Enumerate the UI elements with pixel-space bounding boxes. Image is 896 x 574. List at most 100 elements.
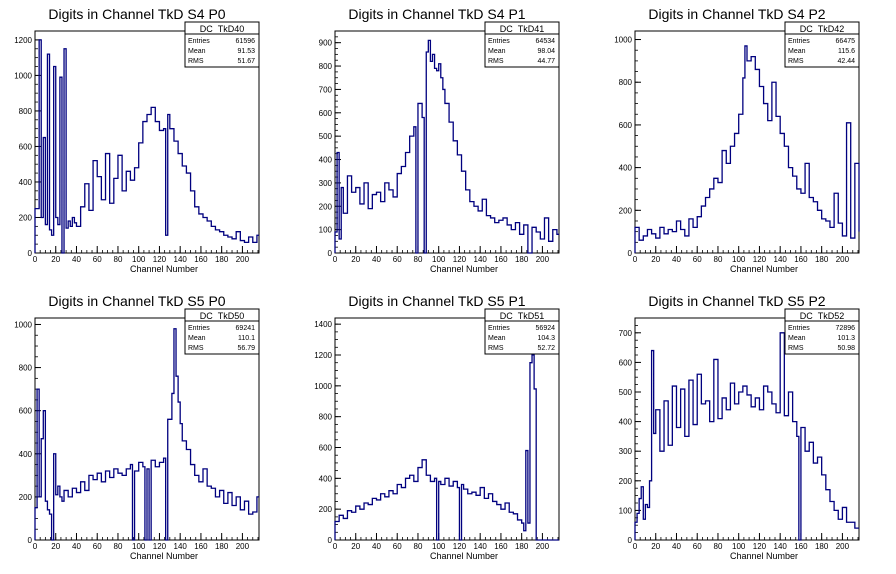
stats-key-mean: Mean [188,335,206,342]
y-tick-label: 200 [319,202,333,211]
x-tick-label: 140 [474,255,488,264]
x-tick-label: 160 [494,542,508,551]
x-tick-label: 140 [474,542,488,551]
y-tick-label: 800 [319,413,333,422]
panel-title: Digits in Channel TkD S5 P1 [348,293,525,309]
x-tick-label: 160 [494,255,508,264]
stats-box-frame [484,308,560,355]
stats-value-rms: 44.77 [537,58,555,65]
histogram-series [34,39,259,254]
stats-value-mean: 104.3 [537,335,555,342]
x-tick-label: 200 [836,255,850,264]
histogram-series [634,45,860,253]
panel-title: Digits in Channel TkD S4 P2 [648,6,825,22]
x-tick-label: 160 [194,542,208,551]
x-tick-label: 100 [432,542,446,551]
stats-value-entries: 61596 [236,38,256,45]
stats-name: DC_TkD41 [500,24,545,34]
x-tick-label: 100 [732,255,746,264]
x-tick-label: 120 [153,542,167,551]
stats-key-rms: RMS [788,58,804,65]
stats-key-rms: RMS [488,345,504,352]
y-tick-label: 1000 [314,382,332,391]
plot-frame [634,30,860,254]
y-tick-label: 100 [619,506,633,515]
x-tick-label: 20 [351,542,360,551]
x-tick-label: 20 [351,255,360,264]
x-tick-label: 40 [672,255,681,264]
y-tick-label: 600 [19,142,33,151]
stats-value-rms: 42.44 [837,58,855,65]
histogram-panel-5: Digits in Channel TkD S5 P10200400600800… [314,293,560,561]
x-tick-label: 180 [515,255,529,264]
y-tick-label: 600 [319,444,333,453]
stats-key-mean: Mean [788,335,806,342]
panel-title: Digits in Channel TkD S4 P0 [48,6,225,22]
x-tick-label: 80 [114,255,123,264]
y-tick-label: 400 [19,178,33,187]
x-axis-label: Channel Number [730,551,798,561]
y-tick-label: 0 [328,536,333,545]
stats-key-rms: RMS [188,58,204,65]
x-tick-label: 100 [132,542,146,551]
histogram-panel-6: Digits in Channel TkD S5 P20100200300400… [619,293,860,561]
y-tick-label: 300 [319,179,333,188]
histogram-panel-4: Digits in Channel TkD S5 P00200400600800… [14,293,260,561]
histogram-series [34,328,259,541]
y-tick-label: 700 [619,329,633,338]
stats-key-entries: Entries [488,38,510,45]
stats-key-entries: Entries [788,325,810,332]
x-tick-label: 60 [393,542,402,551]
y-tick-label: 800 [319,62,333,71]
panel-title: Digits in Channel TkD S5 P0 [48,293,225,309]
x-tick-label: 60 [393,255,402,264]
x-tick-label: 120 [753,255,767,264]
plot-frame [34,30,260,254]
x-tick-label: 80 [414,255,423,264]
x-tick-label: 120 [153,255,167,264]
stats-name: DC_TkD50 [200,311,245,321]
x-axis-label: Channel Number [730,264,798,274]
x-tick-label: 100 [132,255,146,264]
stats-box: DC_TkD51 Entries 56924 Mean 104.3 RMS 52.72 [484,308,560,355]
stats-value-rms: 50.98 [837,345,855,352]
stats-key-rms: RMS [188,345,204,352]
stats-value-mean: 101.3 [837,335,855,342]
x-tick-label: 140 [174,255,188,264]
y-tick-label: 1200 [14,36,32,45]
x-tick-label: 40 [372,255,381,264]
x-tick-label: 20 [51,542,60,551]
histogram-series [334,354,559,541]
panel-title: Digits in Channel TkD S5 P2 [648,293,825,309]
y-tick-label: 200 [619,477,633,486]
x-tick-label: 120 [753,542,767,551]
x-tick-label: 200 [536,255,550,264]
stats-key-mean: Mean [188,48,206,55]
y-tick-label: 200 [19,213,33,222]
x-tick-label: 180 [515,542,529,551]
stats-key-entries: Entries [188,325,210,332]
histogram-panel-2: Digits in Channel TkD S4 P10100200300400… [319,6,560,274]
stats-key-entries: Entries [488,325,510,332]
y-tick-label: 600 [19,407,33,416]
y-tick-label: 1000 [14,71,32,80]
x-tick-label: 80 [414,542,423,551]
y-tick-label: 0 [628,536,633,545]
x-tick-label: 100 [732,542,746,551]
stats-box: DC_TkD40 Entries 61596 Mean 91.53 RMS 51.67 [184,21,260,68]
stats-box-frame [184,308,260,355]
x-tick-label: 200 [536,542,550,551]
stats-value-entries: 56924 [536,325,556,332]
x-tick-label: 180 [815,255,829,264]
x-tick-label: 140 [774,255,788,264]
x-tick-label: 60 [93,255,102,264]
stats-value-mean: 98.04 [537,48,555,55]
y-tick-label: 200 [619,206,633,215]
y-tick-label: 700 [319,85,333,94]
x-tick-label: 40 [72,542,81,551]
stats-box-frame [184,21,260,68]
histogram-series [634,332,859,541]
y-tick-label: 800 [19,364,33,373]
x-tick-label: 160 [794,542,808,551]
stats-key-rms: RMS [488,58,504,65]
